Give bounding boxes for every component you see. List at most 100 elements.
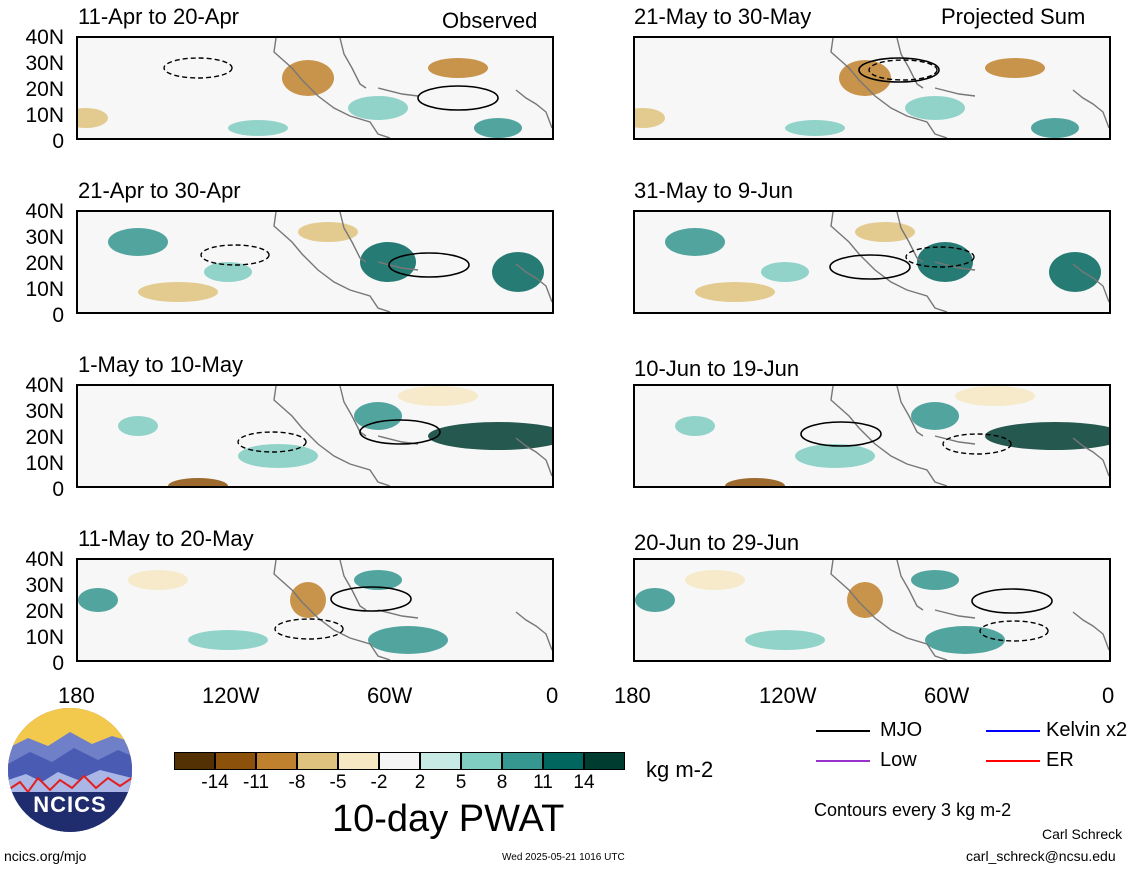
- y-tick-label: 0: [52, 478, 64, 501]
- map-panel-proj-3: [633, 384, 1111, 488]
- coastline: [830, 386, 1109, 486]
- panel-title: 31-May to 9-Jun: [634, 178, 793, 203]
- colorbar-swatch: [543, 752, 584, 770]
- anomaly-patch: [138, 282, 218, 302]
- anomaly-patch: [228, 120, 288, 136]
- colorbar-tick-label: 5: [455, 772, 467, 793]
- y-tick-label: 40N: [25, 374, 64, 397]
- x-tick-label: 180: [58, 683, 95, 708]
- anomaly-patch: [785, 120, 845, 136]
- coastline: [830, 560, 1109, 660]
- legend-line-mjo: [816, 730, 870, 732]
- coastline: [273, 386, 552, 486]
- anomaly-patch: [368, 626, 448, 654]
- y-tick-label: 0: [52, 130, 64, 153]
- colorbar-swatch: [338, 752, 379, 770]
- anomaly-patch: [360, 242, 416, 282]
- colorbar-tick-label: 11: [533, 772, 553, 793]
- y-tick-label: 20N: [25, 426, 64, 449]
- anomaly-patch: [1031, 118, 1079, 138]
- colorbar-swatch: [174, 752, 215, 770]
- variable-title: 10-day PWAT: [332, 798, 565, 840]
- colorbar-tick-label: -5: [329, 772, 347, 793]
- panel-title: 21-Apr to 30-Apr: [78, 178, 241, 203]
- map-panel-obs-4: [76, 558, 554, 662]
- website-link[interactable]: ncics.org/mjo: [4, 848, 87, 864]
- colorbar-tick-label: -2: [370, 772, 388, 793]
- y-tick-label: 20N: [25, 252, 64, 275]
- coastline: [273, 38, 552, 138]
- contour-line: [942, 433, 1012, 455]
- colorbar-tick-label: 14: [573, 772, 595, 793]
- colorbar-swatch: [420, 752, 461, 770]
- coastline: [273, 560, 552, 660]
- anomaly-patch: [1049, 252, 1101, 292]
- contour-line: [829, 254, 911, 280]
- colorbar-tick-label: 2: [414, 772, 426, 793]
- logo-text: NCICS: [33, 792, 107, 817]
- contour-line: [417, 85, 499, 111]
- anomaly-patch: [761, 262, 809, 282]
- contour-line: [858, 57, 940, 83]
- y-tick-label: 40N: [25, 548, 64, 571]
- anomaly-patch: [238, 444, 318, 468]
- x-tick-label: 180: [614, 683, 651, 708]
- legend-line-er: [986, 760, 1040, 762]
- x-tick-label: 0: [546, 683, 559, 708]
- anomaly-patch: [204, 262, 252, 282]
- anomaly-patch: [675, 416, 715, 436]
- coastline: [830, 38, 1109, 138]
- anomaly-patch: [78, 108, 108, 128]
- y-tick-label: 0: [52, 304, 64, 327]
- anomaly-patch: [911, 570, 959, 590]
- contour-line: [388, 252, 470, 278]
- contour-line: [979, 620, 1049, 642]
- y-tick-label: 30N: [25, 226, 64, 249]
- map-panel-obs-2: [76, 210, 554, 314]
- colorbar-swatch: [502, 752, 543, 770]
- map-panel-proj-2: [633, 210, 1111, 314]
- colorbar-tick-label: -11: [242, 772, 270, 793]
- legend-label-low: Low: [880, 749, 917, 771]
- x-tick-label: 120W: [202, 683, 260, 708]
- projected-header: Projected Sum: [941, 4, 1086, 29]
- panel-title: 1-May to 10-May: [78, 352, 244, 377]
- y-tick-label: 30N: [25, 574, 64, 597]
- contour-line: [868, 59, 938, 81]
- y-tick-label: 20N: [25, 600, 64, 623]
- anomaly-patch: [635, 588, 675, 612]
- author-name: Carl Schreck: [1042, 826, 1123, 842]
- anomaly-patch: [855, 222, 915, 242]
- anomaly-patch: [795, 444, 875, 468]
- y-tick-label: 10N: [25, 104, 64, 127]
- anomaly-patch: [635, 108, 665, 128]
- contour-line: [274, 618, 344, 640]
- x-tick-label: 120W: [759, 683, 817, 708]
- map-panel-obs-1: [76, 36, 554, 140]
- anomaly-patch: [911, 402, 959, 430]
- colorbar-swatch: [215, 752, 256, 770]
- x-tick-label: 60W: [924, 683, 970, 708]
- contour-note: Contours every 3 kg m-2: [814, 800, 1012, 820]
- y-tick-label: 10N: [25, 278, 64, 301]
- anomaly-patch: [78, 588, 118, 612]
- anomaly-patch: [354, 402, 402, 430]
- anomaly-patch: [398, 386, 478, 406]
- anomaly-patch: [955, 386, 1035, 406]
- anomaly-patch: [348, 96, 408, 120]
- contour-line: [971, 588, 1053, 614]
- anomaly-patch: [474, 118, 522, 138]
- anomaly-patch: [492, 252, 544, 292]
- colorbar-swatch: [256, 752, 297, 770]
- anomaly-patch: [725, 478, 785, 486]
- y-tick-label: 10N: [25, 626, 64, 649]
- legend-label-kelvin: Kelvin x2: [1046, 719, 1128, 741]
- legend-label-er: ER: [1046, 749, 1074, 771]
- author-email[interactable]: carl_schreck@ncsu.edu: [966, 848, 1116, 864]
- map-panel-proj-1: [633, 36, 1111, 140]
- y-tick-label: 40N: [25, 200, 64, 223]
- anomaly-patch: [847, 582, 883, 618]
- anomaly-patch: [428, 422, 552, 450]
- panel-title: 21-May to 30-May: [634, 4, 812, 29]
- anomaly-patch: [108, 228, 168, 256]
